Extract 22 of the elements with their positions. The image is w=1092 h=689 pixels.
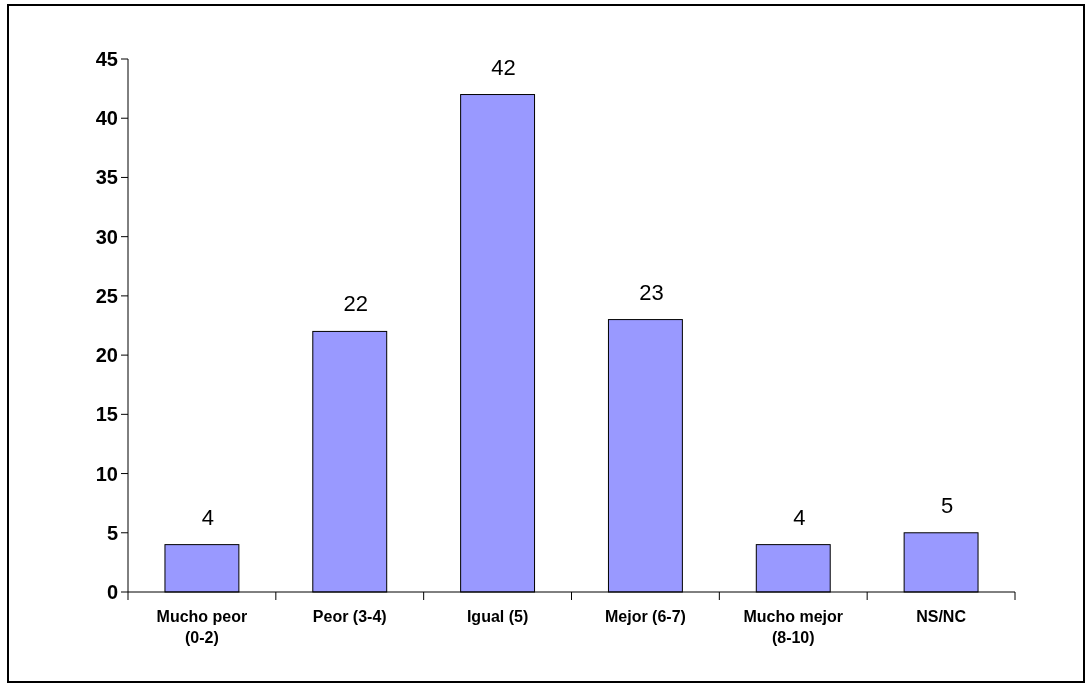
data-label: 22 [343, 291, 368, 317]
y-tick-label: 20 [95, 344, 118, 367]
y-tick-label: 40 [95, 107, 118, 130]
y-tick-label: 15 [95, 403, 118, 426]
y-tick-label: 0 [106, 581, 118, 603]
y-tick-label: 10 [95, 462, 118, 485]
y-tick-label: 5 [106, 521, 118, 544]
x-tick-label: Mejor (6-7) [604, 608, 686, 625]
x-tick-label: NS/NC [916, 608, 967, 625]
x-tick-label: Peor (3-4) [312, 608, 387, 625]
y-tick-label: 35 [95, 166, 118, 189]
x-tick-label: Mucho peor (0-2) [156, 608, 248, 646]
y-tick-label: 30 [95, 225, 118, 248]
data-label: 5 [940, 492, 954, 518]
data-label: 4 [201, 504, 215, 530]
x-tick-label: Igual (5) [466, 608, 529, 625]
y-tick-label: 25 [95, 284, 118, 307]
y-tick-label: 45 [95, 48, 118, 70]
data-label: 23 [639, 279, 664, 305]
data-label: 4 [793, 504, 806, 530]
data-label: 42 [491, 54, 516, 80]
x-tick-label: Mucho mejor (8-10) [743, 608, 844, 646]
